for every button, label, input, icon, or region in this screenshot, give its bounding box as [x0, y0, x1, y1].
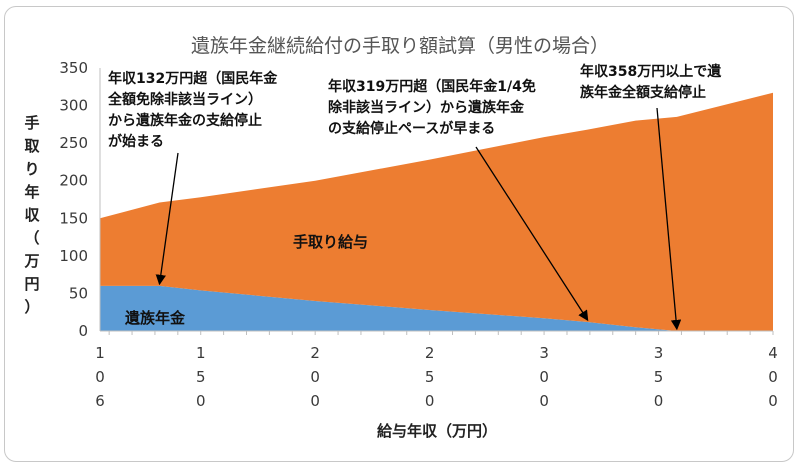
x-tick-char: 5	[654, 368, 664, 386]
x-axis-title: 給与年収（万円）	[377, 422, 497, 440]
series-label-survivor-pension: 遺族年金	[124, 309, 186, 327]
annotation-text-line: の支給停止ペースが早まる	[328, 120, 495, 137]
annotation-text-line: 全額免除非該当ライン）	[107, 91, 262, 108]
y-axis-title-char: （	[24, 229, 39, 247]
y-tick-label: 300	[59, 97, 88, 115]
x-tick-char: 0	[768, 392, 778, 410]
y-axis-title-char: 手	[24, 114, 39, 132]
x-tick-label: 1 5 0	[196, 344, 206, 410]
x-tick-label: 2 5 0	[425, 344, 435, 410]
annotation-text-line: 年収319万円超（国民年金1/4免	[328, 78, 536, 95]
x-tick-char: 5	[196, 368, 206, 386]
x-tick-char: 0	[654, 392, 664, 410]
x-tick-char: 6	[95, 392, 105, 410]
x-tick-char: 1	[95, 344, 105, 362]
x-tick-char: 0	[768, 368, 778, 386]
y-tick-label: 150	[59, 209, 88, 227]
x-tick-label: 4 0 0	[768, 344, 778, 410]
y-axis-title-char: 年	[24, 183, 39, 201]
annotation-arrow	[155, 152, 179, 286]
y-tick-label: 350	[59, 59, 88, 77]
series-area-1	[100, 92, 773, 331]
y-tick-label: 100	[59, 247, 88, 265]
x-tick-char: 1	[196, 344, 206, 362]
x-tick-label: 2 0 0	[310, 344, 320, 410]
annotation-arrow	[475, 146, 589, 322]
x-tick-char: 0	[425, 392, 435, 410]
series-area-0	[100, 285, 773, 331]
x-tick-char: 3	[654, 344, 664, 362]
annotation-text-line: から遺族年金の支給停止	[108, 112, 262, 129]
y-tick-label: 200	[59, 172, 88, 190]
x-tick-char: 0	[310, 392, 320, 410]
x-tick-char: 0	[310, 368, 320, 386]
x-tick-char: 5	[425, 368, 435, 386]
y-axis-title-char: ）	[24, 298, 39, 316]
x-tick-char: 0	[539, 368, 549, 386]
x-tick-label: 3 5 0	[654, 344, 664, 410]
chart-title: 遺族年金継続給付の手取り額試算（男性の場合）	[191, 35, 609, 57]
x-tick-label: 3 0 0	[539, 344, 549, 410]
x-tick-char: 2	[425, 344, 435, 362]
x-tick-char: 0	[196, 392, 206, 410]
y-axis-title-char: り	[24, 160, 39, 178]
series-label-net-salary: 手取り給与	[293, 233, 368, 251]
x-tick-char: 3	[539, 344, 549, 362]
y-axis-title-char: 収	[24, 206, 40, 224]
annotation-2: 年収319万円超（国民年金1/4免除非該当ライン）から遺族年金の支給停止ペースが…	[328, 78, 589, 322]
annotation-text-line: 除非該当ライン）から遺族年金	[328, 99, 525, 116]
y-tick-label: 50	[69, 284, 88, 302]
annotation-arrow	[656, 107, 682, 331]
x-tick-char: 4	[768, 344, 778, 362]
area-layer	[100, 92, 773, 331]
x-tick-char: 0	[95, 368, 105, 386]
annotation-text-line: 族年金全額支給停止	[580, 84, 706, 101]
y-tick-label: 0	[78, 322, 88, 340]
y-axis-title-char: 円	[24, 275, 39, 293]
y-tick-label: 250	[59, 134, 88, 152]
x-tick-label: 1 0 6	[95, 344, 105, 410]
annotation-text-line: 年収358万円以上で遺	[580, 63, 722, 80]
x-tick-char: 0	[539, 392, 549, 410]
annotation-text-line: 年収132万円超（国民年金	[108, 70, 278, 87]
x-tick-char: 2	[310, 344, 320, 362]
y-axis-title-char: 万	[23, 252, 39, 270]
annotation-layer: 年収132万円超（国民年金全額免除非該当ライン）から遺族年金の支給停止が始まる年…	[107, 63, 722, 331]
annotation-text-line: が始まる	[108, 133, 164, 150]
y-axis-title-char: 取	[24, 137, 40, 155]
label-layer: 0501001502002503003501061502002503003504…	[59, 59, 777, 410]
axis-layer	[99, 68, 774, 335]
